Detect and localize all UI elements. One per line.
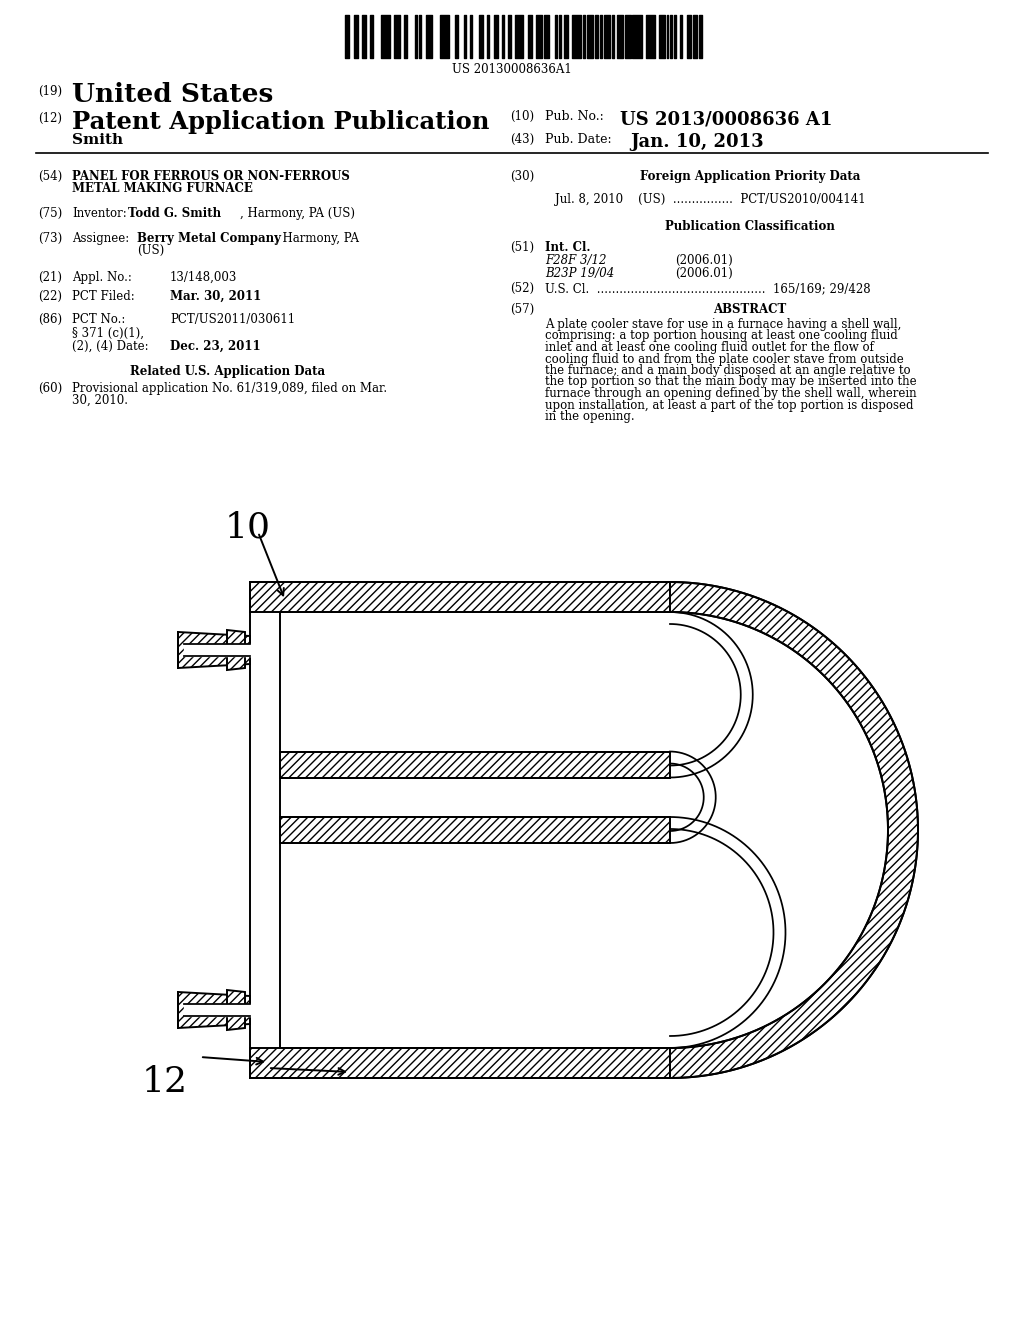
Text: B23P 19/04: B23P 19/04 [545, 267, 614, 280]
Text: (54): (54) [38, 170, 62, 183]
Text: (52): (52) [510, 282, 535, 294]
Polygon shape [250, 1048, 670, 1078]
Text: 30, 2010.: 30, 2010. [72, 393, 128, 407]
Text: § 371 (c)(1),: § 371 (c)(1), [72, 327, 144, 341]
Text: , Harmony, PA (US): , Harmony, PA (US) [240, 207, 355, 220]
Text: Todd G. Smith: Todd G. Smith [128, 207, 221, 220]
Text: PCT Filed:: PCT Filed: [72, 290, 135, 304]
Text: F28F 3/12: F28F 3/12 [545, 253, 606, 267]
Text: cooling fluid to and from the plate cooler stave from outside: cooling fluid to and from the plate cool… [545, 352, 904, 366]
Text: in the opening.: in the opening. [545, 411, 635, 422]
Text: Patent Application Publication: Patent Application Publication [72, 110, 489, 135]
Text: (21): (21) [38, 271, 62, 284]
Text: Related U.S. Application Data: Related U.S. Application Data [130, 366, 326, 378]
Text: (75): (75) [38, 207, 62, 220]
Text: PANEL FOR FERROUS OR NON-FERROUS: PANEL FOR FERROUS OR NON-FERROUS [72, 170, 350, 183]
Text: PCT No.:: PCT No.: [72, 313, 125, 326]
Text: the furnace; and a main body disposed at an angle relative to: the furnace; and a main body disposed at… [545, 364, 910, 378]
Polygon shape [280, 751, 670, 777]
Text: (2), (4) Date:: (2), (4) Date: [72, 341, 148, 352]
Text: Dec. 23, 2011: Dec. 23, 2011 [170, 341, 261, 352]
Text: furnace through an opening defined by the shell wall, wherein: furnace through an opening defined by th… [545, 387, 916, 400]
Text: Smith: Smith [72, 133, 123, 147]
Text: (60): (60) [38, 381, 62, 395]
Text: Int. Cl.: Int. Cl. [545, 242, 591, 253]
Text: 12: 12 [142, 1065, 188, 1100]
Text: (US): (US) [137, 244, 164, 257]
Text: (73): (73) [38, 232, 62, 246]
Text: Provisional application No. 61/319,089, filed on Mar.: Provisional application No. 61/319,089, … [72, 381, 387, 395]
Text: Jul. 8, 2010    (US)  ................  PCT/US2010/004141: Jul. 8, 2010 (US) ................ PCT/U… [555, 193, 865, 206]
Text: upon installation, at least a part of the top portion is disposed: upon installation, at least a part of th… [545, 399, 913, 412]
Text: (2006.01): (2006.01) [675, 253, 733, 267]
Text: PCT/US2011/030611: PCT/US2011/030611 [170, 313, 295, 326]
Text: (30): (30) [510, 170, 535, 183]
Text: (57): (57) [510, 304, 535, 315]
Text: (22): (22) [38, 290, 62, 304]
Polygon shape [178, 632, 250, 668]
Text: Appl. No.:: Appl. No.: [72, 271, 132, 284]
Text: the top portion so that the main body may be inserted into the: the top portion so that the main body ma… [545, 375, 916, 388]
Text: (2006.01): (2006.01) [675, 267, 733, 280]
Text: (86): (86) [38, 313, 62, 326]
Text: Inventor:: Inventor: [72, 207, 127, 220]
Text: 10: 10 [225, 510, 271, 544]
Text: inlet and at least one cooling fluid outlet for the flow of: inlet and at least one cooling fluid out… [545, 341, 873, 354]
Text: US 20130008636A1: US 20130008636A1 [453, 63, 571, 77]
Text: A plate cooler stave for use in a furnace having a shell wall,: A plate cooler stave for use in a furnac… [545, 318, 901, 331]
Text: Mar. 30, 2011: Mar. 30, 2011 [170, 290, 261, 304]
Text: Pub. No.:: Pub. No.: [545, 110, 604, 123]
Polygon shape [280, 817, 670, 843]
Text: US 2013/0008636 A1: US 2013/0008636 A1 [620, 110, 833, 128]
Text: Foreign Application Priority Data: Foreign Application Priority Data [640, 170, 860, 183]
Text: (10): (10) [510, 110, 535, 123]
Polygon shape [250, 582, 670, 612]
Text: (51): (51) [510, 242, 535, 253]
Text: United States: United States [72, 82, 273, 107]
Text: comprising: a top portion housing at least one cooling fluid: comprising: a top portion housing at lea… [545, 330, 898, 342]
Text: Publication Classification: Publication Classification [665, 220, 835, 234]
Text: , Harmony, PA: , Harmony, PA [275, 232, 359, 246]
Polygon shape [227, 990, 245, 1030]
Text: 13/148,003: 13/148,003 [170, 271, 238, 284]
Text: ABSTRACT: ABSTRACT [714, 304, 786, 315]
Text: (43): (43) [510, 133, 535, 147]
Text: Jan. 10, 2013: Jan. 10, 2013 [630, 133, 764, 150]
Text: Pub. Date:: Pub. Date: [545, 133, 611, 147]
Text: U.S. Cl.  .............................................  165/169; 29/428: U.S. Cl. ...............................… [545, 282, 870, 294]
Text: METAL MAKING FURNACE: METAL MAKING FURNACE [72, 182, 253, 195]
Polygon shape [670, 582, 918, 1078]
Polygon shape [227, 630, 245, 671]
Polygon shape [178, 993, 250, 1028]
Text: (12): (12) [38, 112, 62, 125]
Text: (19): (19) [38, 84, 62, 98]
Text: Berry Metal Company: Berry Metal Company [137, 232, 281, 246]
Text: Assignee:: Assignee: [72, 232, 129, 246]
